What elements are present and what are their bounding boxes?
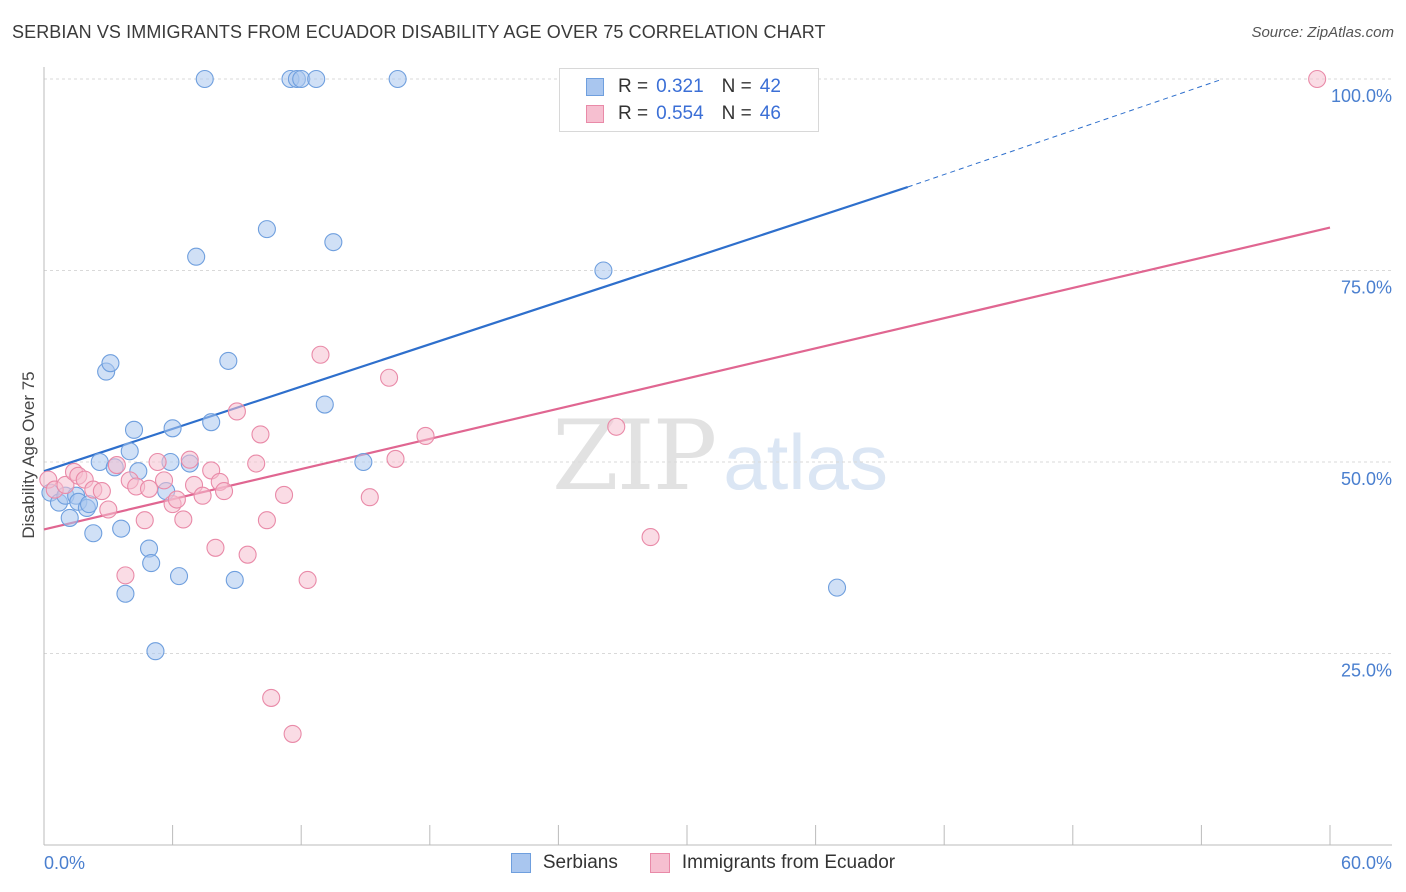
- serbians-point: [195, 69, 214, 89]
- serbians-point: [202, 413, 221, 432]
- ecuador-point: [99, 500, 118, 519]
- data-points: [39, 69, 1327, 743]
- ecuador-point: [641, 528, 660, 547]
- serbians-point: [116, 584, 135, 603]
- series-legend-item-ecuador[interactable]: Immigrants from Ecuador: [649, 852, 896, 874]
- grid-lines: [44, 78, 1392, 654]
- serbians-point: [142, 554, 161, 573]
- legend-row-serbians: R = 0.321 N = 42: [586, 74, 781, 100]
- trend-lines: [43, 78, 1331, 531]
- ecuador-point: [193, 486, 212, 505]
- ecuador-point: [298, 570, 317, 590]
- serbians-trend-line: [43, 185, 909, 473]
- series-legend-item-serbians[interactable]: Serbians: [510, 852, 618, 874]
- serbians-point: [315, 395, 334, 414]
- serbians-point: [163, 419, 182, 438]
- legend-swatch-serbians: [586, 78, 604, 96]
- serbians-point: [827, 578, 847, 597]
- ecuador-point: [139, 479, 159, 498]
- serbians-point: [292, 69, 311, 89]
- serbians-point: [388, 69, 407, 89]
- ecuador-point: [380, 368, 399, 387]
- serbians-point: [225, 570, 244, 590]
- legend-r-value: 0.554: [656, 103, 704, 124]
- series-legend: Serbians Immigrants from Ecuador: [0, 852, 1406, 874]
- ecuador-point: [247, 454, 266, 473]
- x-tick-label: 60.0%: [1341, 853, 1392, 873]
- ecuador-point: [275, 485, 294, 504]
- legend-n-value: 46: [759, 103, 781, 124]
- y-tick-label: 50.0%: [1341, 469, 1392, 489]
- ecuador-point: [251, 425, 270, 444]
- correlation-legend: R = 0.321 N = 42 R = 0.554 N = 46: [559, 68, 819, 132]
- ecuador-point: [174, 510, 193, 529]
- serbians-trend-extension: [907, 78, 1223, 188]
- y-axis-label: Disability Age Over 75: [19, 371, 38, 538]
- legend-n-label: N =: [721, 76, 752, 97]
- serbians-point: [84, 524, 103, 543]
- ecuador-point: [167, 490, 186, 509]
- ecuador-point: [148, 452, 167, 472]
- tick-labels: 25.0% 50.0% 75.0% 100.0% 0.0% 60.0%: [44, 86, 1392, 873]
- ecuador-point: [116, 566, 135, 585]
- ecuador-trend-line: [43, 226, 1331, 531]
- y-tick-label: 75.0%: [1341, 278, 1392, 298]
- legend-r-value: 0.321: [656, 76, 704, 97]
- ecuador-point: [135, 511, 154, 530]
- x-tick-label: 0.0%: [44, 853, 85, 873]
- ecuador-point: [92, 482, 111, 501]
- ecuador-point: [311, 345, 330, 364]
- y-tick-label: 100.0%: [1331, 86, 1392, 106]
- ecuador-point: [214, 482, 234, 501]
- series-swatch-ecuador: [649, 853, 670, 873]
- chart-title: SERBIAN VS IMMIGRANTS FROM ECUADOR DISAB…: [12, 22, 826, 42]
- legend-n-value: 42: [759, 76, 781, 97]
- serbians-point: [101, 354, 120, 373]
- ecuador-point: [262, 688, 281, 707]
- serbians-point: [219, 351, 238, 370]
- ecuador-point: [238, 545, 257, 564]
- y-tick-label: 25.0%: [1341, 661, 1392, 681]
- ecuador-point: [607, 417, 626, 436]
- series-swatch-serbians: [510, 853, 531, 873]
- serbians-point: [187, 247, 206, 266]
- serbians-point: [354, 452, 373, 472]
- serbians-point: [257, 220, 276, 239]
- chart-source: Source: ZipAtlas.com: [1251, 24, 1394, 41]
- series-legend-label: Serbians: [542, 852, 618, 873]
- serbians-point: [594, 261, 613, 280]
- serbians-point: [120, 442, 139, 461]
- ecuador-point: [56, 475, 75, 495]
- ecuador-point: [257, 511, 276, 530]
- legend-n-label: N =: [721, 103, 752, 124]
- legend-row-ecuador: R = 0.554 N = 46: [586, 101, 781, 127]
- serbians-point: [60, 508, 79, 527]
- legend-swatch-ecuador: [586, 105, 604, 123]
- ecuador-point: [386, 449, 405, 468]
- serbians-point: [90, 452, 109, 472]
- series-legend-label: Immigrants from Ecuador: [681, 852, 896, 873]
- ecuador-point: [154, 471, 174, 490]
- serbians-point: [112, 519, 131, 538]
- watermark-zip: ZIP: [552, 400, 717, 512]
- ecuador-point: [360, 488, 379, 507]
- legend-r-label: R =: [618, 103, 649, 124]
- serbians-point: [169, 567, 189, 586]
- ecuador-point: [206, 538, 225, 557]
- ecuador-point: [107, 456, 126, 475]
- legend-r-label: R =: [618, 76, 649, 97]
- ecuador-point: [180, 450, 199, 469]
- serbians-point: [146, 642, 165, 661]
- axes: [43, 67, 1392, 846]
- serbians-point: [324, 233, 343, 252]
- ecuador-point: [283, 724, 302, 743]
- ecuador-point: [416, 426, 435, 446]
- serbians-point: [307, 69, 326, 89]
- serbians-point: [124, 420, 144, 439]
- ecuador-point: [1308, 69, 1327, 89]
- ecuador-point: [227, 402, 246, 421]
